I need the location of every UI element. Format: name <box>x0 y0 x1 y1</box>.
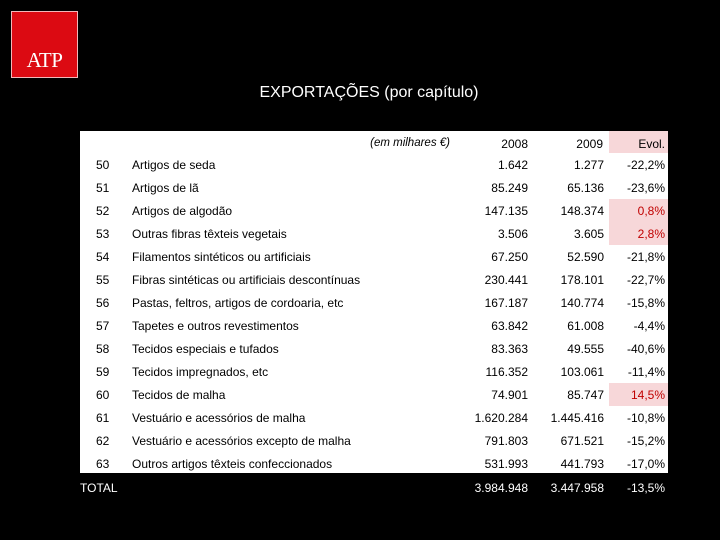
chapter-name: Vestuário e acessórios de malha <box>132 411 306 425</box>
chapter-name: Outros artigos têxteis confeccionados <box>132 457 333 471</box>
table-row: 55 Fibras sintéticas ou artificiais desc… <box>0 268 720 291</box>
table-row: 50 Artigos de seda 1.642 1.277 -22,2% <box>0 153 720 176</box>
page-title: EXPORTAÇÕES (por capítulo) <box>259 84 479 101</box>
value-2009: 3.605 <box>573 227 604 241</box>
table-row: 63 Outros artigos têxteis confeccionados… <box>0 452 720 475</box>
evolution-value: -22,7% <box>626 273 665 287</box>
evolution-value: -4,4% <box>633 319 665 333</box>
value-2009: 1.277 <box>573 158 604 172</box>
chapter-code: 52 <box>96 204 110 218</box>
chapter-name: Tecidos especiais e tufados <box>132 342 279 356</box>
chapter-code: 51 <box>96 181 110 195</box>
chapter-code: 55 <box>96 273 110 287</box>
total-row: TOTAL 3.984.948 3.447.958 -13,5% <box>0 473 720 501</box>
total-label: TOTAL <box>80 481 118 495</box>
table-row: 59 Tecidos impregnados, etc 116.352 103.… <box>0 360 720 383</box>
value-2008: 147.135 <box>484 204 528 218</box>
table-row: 52 Artigos de algodão 147.135 148.374 0,… <box>0 199 720 222</box>
evolution-value: -15,2% <box>626 434 665 448</box>
value-2008: 1.620.284 <box>474 411 528 425</box>
evolution-value: 0,8% <box>609 199 668 222</box>
chapter-name: Filamentos sintéticos ou artificiais <box>132 250 311 264</box>
chapter-name: Tecidos de malha <box>132 388 226 402</box>
value-2009: 103.061 <box>560 365 604 379</box>
value-2009: 49.555 <box>567 342 604 356</box>
table-row: 60 Tecidos de malha 74.901 85.747 14,5% <box>0 383 720 406</box>
chapter-code: 57 <box>96 319 110 333</box>
value-2008: 63.842 <box>491 319 528 333</box>
value-2009: 52.590 <box>567 250 604 264</box>
evolution-value: -17,0% <box>626 457 665 471</box>
column-header-evol: Evol. <box>609 131 668 153</box>
chapter-name: Pastas, feltros, artigos de cordoaria, e… <box>132 296 344 310</box>
value-2008: 116.352 <box>485 365 529 379</box>
value-2008: 791.803 <box>484 434 528 448</box>
value-2008: 1.642 <box>497 158 528 172</box>
value-2008: 230.441 <box>484 273 528 287</box>
evolution-value: 14,5% <box>609 383 668 406</box>
value-2008: 83.363 <box>491 342 528 356</box>
value-2008: 67.250 <box>491 250 528 264</box>
total-evol: -13,5% <box>626 481 665 495</box>
value-2009: 140.774 <box>560 296 604 310</box>
chapter-name: Tapetes e outros revestimentos <box>132 319 299 333</box>
evolution-value: 2,8% <box>609 222 668 245</box>
chapter-code: 54 <box>96 250 110 264</box>
table-row: 57 Tapetes e outros revestimentos 63.842… <box>0 314 720 337</box>
chapter-code: 59 <box>96 365 110 379</box>
table-row: 61 Vestuário e acessórios de malha 1.620… <box>0 406 720 429</box>
evolution-value: -15,8% <box>626 296 665 310</box>
chapter-code: 50 <box>96 158 110 172</box>
atp-logo: ATP <box>11 11 78 78</box>
table-row: 56 Pastas, feltros, artigos de cordoaria… <box>0 291 720 314</box>
evolution-value: -22,2% <box>626 158 665 172</box>
total-2009: 3.447.958 <box>550 481 604 495</box>
evolution-value: -23,6% <box>626 181 665 195</box>
value-2008: 74.901 <box>491 388 528 402</box>
table-row: 51 Artigos de lã 85.249 65.136 -23,6% <box>0 176 720 199</box>
value-2009: 441.793 <box>560 457 604 471</box>
evolution-value: -21,8% <box>626 250 665 264</box>
column-header-2009: 2009 <box>576 137 603 151</box>
value-2008: 85.249 <box>491 181 528 195</box>
chapter-code: 63 <box>96 457 110 471</box>
value-2009: 178.101 <box>560 273 604 287</box>
chapter-code: 53 <box>96 227 110 241</box>
table-row: 58 Tecidos especiais e tufados 83.363 49… <box>0 337 720 360</box>
chapter-name: Artigos de algodão <box>132 204 233 218</box>
chapter-name: Artigos de lã <box>132 181 199 195</box>
exports-table: 50 Artigos de seda 1.642 1.277 -22,2% 51… <box>0 153 720 475</box>
evolution-value: -40,6% <box>626 342 665 356</box>
chapter-code: 60 <box>96 388 110 402</box>
evolution-value: -11,4% <box>627 365 665 379</box>
value-2009: 65.136 <box>567 181 604 195</box>
table-row: 54 Filamentos sintéticos ou artificiais … <box>0 245 720 268</box>
chapter-code: 58 <box>96 342 110 356</box>
total-2008: 3.984.948 <box>474 481 528 495</box>
value-2008: 531.993 <box>484 457 528 471</box>
column-header-2008: 2008 <box>501 137 528 151</box>
table-row: 62 Vestuário e acessórios excepto de mal… <box>0 429 720 452</box>
table-background <box>80 131 668 473</box>
chapter-name: Outras fibras têxteis vegetais <box>132 227 287 241</box>
value-2009: 148.374 <box>560 204 604 218</box>
table-row: 53 Outras fibras têxteis vegetais 3.506 … <box>0 222 720 245</box>
value-2009: 1.445.416 <box>550 411 604 425</box>
chapter-code: 56 <box>96 296 110 310</box>
chapter-name: Fibras sintéticas ou artificiais descont… <box>132 273 361 287</box>
chapter-name: Vestuário e acessórios excepto de malha <box>132 434 351 448</box>
evolution-value: -10,8% <box>626 411 665 425</box>
chapter-name: Artigos de seda <box>132 158 216 172</box>
logo-text: ATP <box>26 48 63 72</box>
chapter-name: Tecidos impregnados, etc <box>132 365 269 379</box>
value-2009: 85.747 <box>567 388 604 402</box>
value-2008: 3.506 <box>497 227 528 241</box>
unit-label: (em milhares €) <box>370 137 450 149</box>
value-2008: 167.187 <box>484 296 528 310</box>
chapter-code: 62 <box>96 434 110 448</box>
chapter-code: 61 <box>96 411 110 425</box>
value-2009: 61.008 <box>567 319 604 333</box>
value-2009: 671.521 <box>560 434 604 448</box>
